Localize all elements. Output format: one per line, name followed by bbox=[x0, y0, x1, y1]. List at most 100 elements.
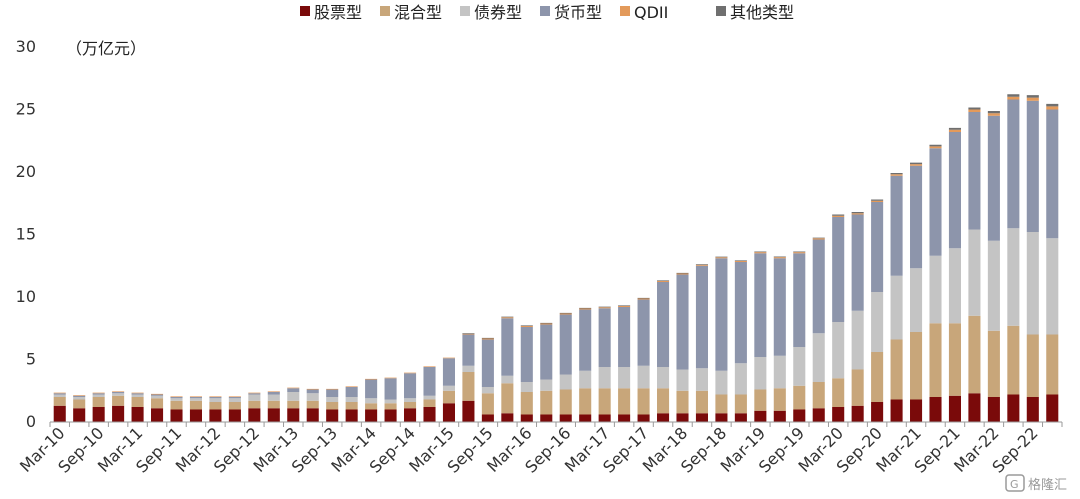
bar-segment-4-2 bbox=[92, 392, 105, 394]
bar-segment-4-14 bbox=[326, 388, 339, 390]
bar-segment-4-33 bbox=[695, 264, 708, 266]
bar-segment-1-14 bbox=[326, 402, 339, 410]
bar-segment-0-38 bbox=[793, 409, 806, 422]
bar-segment-1-46 bbox=[948, 323, 961, 396]
bar-segment-4-18 bbox=[404, 372, 417, 374]
bar-segment-3-1 bbox=[73, 395, 86, 397]
bar-segment-0-47 bbox=[968, 393, 981, 422]
bar-segment-5-27 bbox=[579, 307, 592, 309]
bar-segment-1-45 bbox=[929, 323, 942, 397]
bar-segment-3-12 bbox=[287, 388, 300, 392]
bar-segment-0-12 bbox=[287, 408, 300, 422]
bar-segment-5-47 bbox=[968, 107, 981, 110]
bar-segment-0-50 bbox=[1026, 397, 1039, 422]
y-tick-label: 5 bbox=[26, 350, 36, 369]
bar-segment-2-10 bbox=[248, 394, 261, 401]
bar-segment-2-0 bbox=[53, 394, 66, 397]
bar-segment-3-4 bbox=[131, 393, 144, 395]
bar-segment-1-49 bbox=[1007, 325, 1020, 395]
bar-segment-5-21 bbox=[462, 333, 475, 334]
bar-segment-0-33 bbox=[695, 413, 708, 422]
bar-segment-1-25 bbox=[540, 390, 553, 415]
bar-segment-1-7 bbox=[189, 400, 202, 410]
bar-segment-1-1 bbox=[73, 399, 86, 409]
bar-segment-1-36 bbox=[754, 389, 767, 411]
bar-segment-0-20 bbox=[442, 403, 455, 422]
bar-segment-2-17 bbox=[384, 399, 397, 404]
bar-segment-0-17 bbox=[384, 409, 397, 422]
bar-segment-1-32 bbox=[676, 390, 689, 414]
bar-segment-0-18 bbox=[404, 408, 417, 422]
bar-segment-3-48 bbox=[987, 115, 1000, 241]
legend-label-5: 其他类型 bbox=[730, 3, 794, 22]
bar-segment-4-4 bbox=[131, 392, 144, 394]
bar-segment-1-19 bbox=[423, 399, 436, 407]
bar-segment-2-3 bbox=[112, 393, 125, 396]
bar-segment-3-21 bbox=[462, 334, 475, 366]
watermark-text: 格隆汇 bbox=[1028, 477, 1067, 493]
bar-segment-3-17 bbox=[384, 378, 397, 400]
bar-segment-3-6 bbox=[170, 397, 183, 399]
bar-segment-2-4 bbox=[131, 394, 144, 397]
bar-segment-0-15 bbox=[345, 409, 358, 422]
bar-segment-1-26 bbox=[559, 389, 572, 415]
bar-segment-2-7 bbox=[189, 398, 202, 401]
bar-segment-2-8 bbox=[209, 398, 222, 402]
bar-segment-5-24 bbox=[520, 325, 533, 327]
bar-segment-1-20 bbox=[442, 390, 455, 404]
bar-segment-1-38 bbox=[793, 385, 806, 410]
bar-segment-3-27 bbox=[579, 309, 592, 371]
gelonghui-logo-icon: G bbox=[1005, 474, 1025, 492]
bar-segment-5-44 bbox=[910, 162, 923, 165]
bar-segment-5-36 bbox=[754, 251, 767, 253]
legend-swatch-2 bbox=[460, 6, 470, 16]
bar-segment-3-50 bbox=[1026, 100, 1039, 232]
y-tick-label: 25 bbox=[16, 100, 36, 119]
bar-segment-2-23 bbox=[501, 375, 514, 384]
bar-segment-5-51 bbox=[1046, 103, 1059, 107]
bar-segment-4-41 bbox=[851, 213, 864, 215]
bar-segment-5-26 bbox=[559, 312, 572, 314]
bar-segment-5-32 bbox=[676, 272, 689, 274]
bar-segment-1-18 bbox=[404, 402, 417, 409]
bar-segment-5-25 bbox=[540, 322, 553, 324]
bar-segment-5-48 bbox=[987, 111, 1000, 114]
bar-segment-4-24 bbox=[520, 326, 533, 327]
bar-segment-5-39 bbox=[812, 237, 825, 239]
bar-segment-2-24 bbox=[520, 382, 533, 392]
bar-segment-5-46 bbox=[948, 127, 961, 130]
bar-segment-4-13 bbox=[306, 388, 319, 390]
bar-segment-0-1 bbox=[73, 408, 86, 422]
bar-segment-0-25 bbox=[540, 414, 553, 422]
y-axis: 0 5 10 15 20 25 30 bbox=[16, 37, 36, 431]
bar-segment-2-46 bbox=[948, 248, 961, 324]
bar-segment-2-21 bbox=[462, 365, 475, 372]
bar-segment-0-3 bbox=[112, 405, 125, 422]
bar-segment-2-43 bbox=[890, 275, 903, 340]
bar-segment-4-11 bbox=[267, 391, 280, 393]
bar-segment-3-11 bbox=[267, 392, 280, 395]
bar-segment-0-7 bbox=[189, 409, 202, 422]
bar-segment-4-16 bbox=[365, 378, 378, 380]
bars bbox=[53, 94, 1059, 422]
bar-segment-4-25 bbox=[540, 323, 553, 325]
bar-segment-3-3 bbox=[112, 392, 125, 394]
bar-segment-2-18 bbox=[404, 398, 417, 402]
bar-segment-2-44 bbox=[910, 268, 923, 332]
bar-segment-1-13 bbox=[306, 400, 319, 409]
bar-segment-2-15 bbox=[345, 397, 358, 402]
bar-segment-1-17 bbox=[384, 403, 397, 410]
bar-segment-0-46 bbox=[948, 395, 961, 422]
bar-segment-3-34 bbox=[715, 258, 728, 371]
bar-segment-0-42 bbox=[871, 402, 884, 422]
bar-segment-4-30 bbox=[637, 298, 650, 300]
bar-segment-2-13 bbox=[306, 393, 319, 401]
bar-segment-4-20 bbox=[442, 357, 455, 359]
bar-segment-1-10 bbox=[248, 400, 261, 409]
bar-segment-2-26 bbox=[559, 374, 572, 390]
bar-segment-3-0 bbox=[53, 393, 66, 395]
bar-segment-4-42 bbox=[871, 200, 884, 202]
bar-segment-4-0 bbox=[53, 392, 66, 394]
bar-segment-1-33 bbox=[695, 390, 708, 414]
